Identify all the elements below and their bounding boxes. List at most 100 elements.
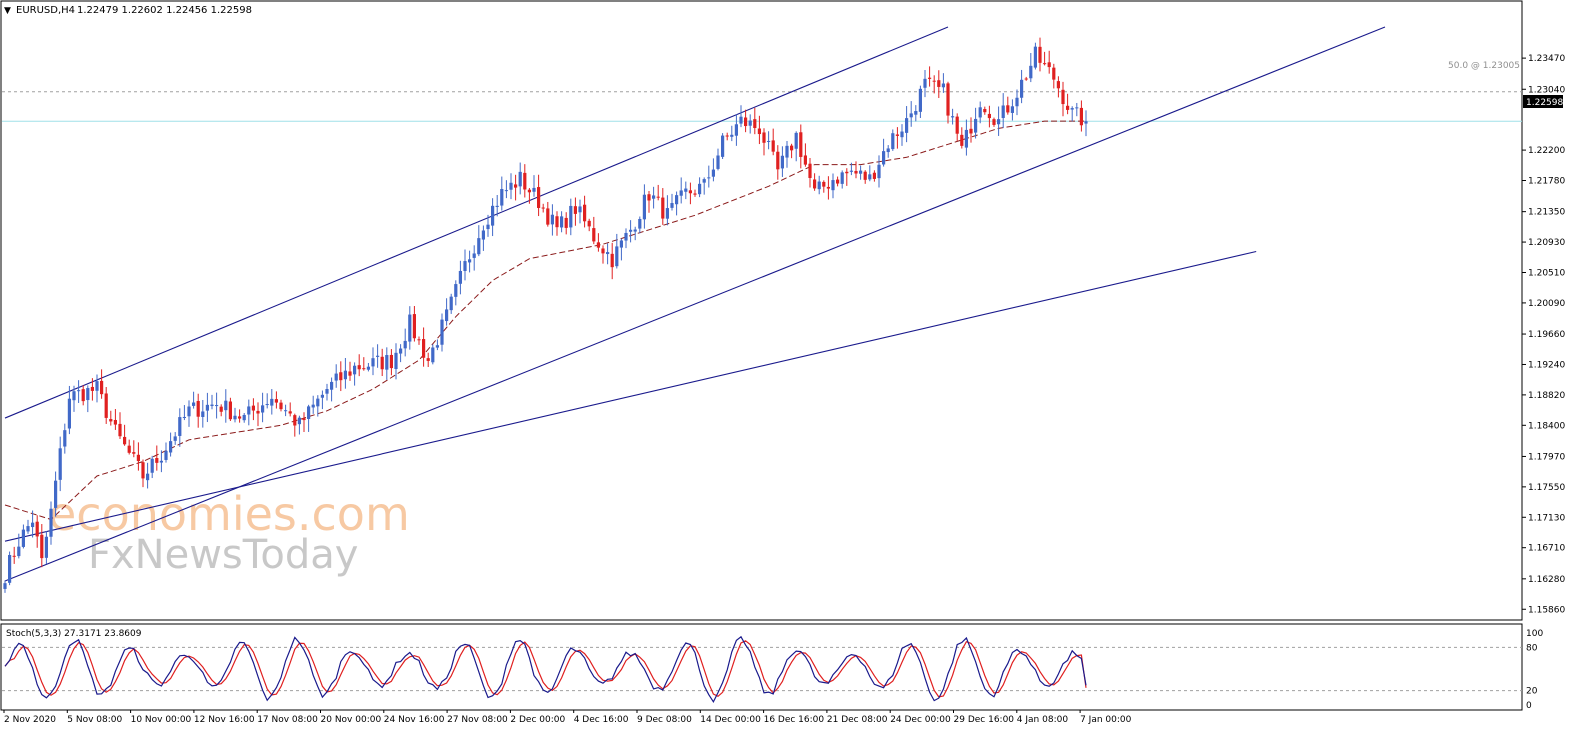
candle: [40, 524, 44, 568]
collapse-arrow-icon[interactable]: ▼: [4, 6, 11, 16]
candle: [63, 423, 67, 454]
candle: [17, 533, 21, 559]
candle: [859, 165, 863, 180]
candle: [279, 399, 283, 412]
candle-body: [550, 214, 554, 225]
candle-body: [1084, 121, 1088, 124]
candle-body: [100, 380, 104, 395]
candle-body: [150, 458, 154, 473]
candle: [914, 105, 918, 122]
candle: [937, 70, 941, 99]
candle-body: [486, 224, 490, 230]
trendline-1[interactable]: [4, 26, 949, 419]
candle-body: [652, 195, 656, 199]
price-tick-label: 1.20930: [1528, 238, 1565, 248]
candle: [813, 173, 817, 191]
candle-body: [886, 148, 890, 153]
price-tick-label: 1.23040: [1528, 85, 1565, 95]
candle-body: [992, 119, 996, 125]
candle-body: [698, 183, 702, 195]
candle: [895, 127, 899, 149]
candle: [141, 459, 145, 488]
candle: [794, 131, 798, 162]
watermark-top: economies.com: [48, 487, 410, 541]
candle-body: [187, 406, 191, 417]
time-axis: 2 Nov 2020 5 Nov 08:00 10 Nov 00:00 12 Nov …: [3, 710, 1132, 725]
candle: [422, 327, 426, 367]
candle-body: [348, 371, 352, 376]
candle: [123, 424, 127, 446]
candle-body: [859, 170, 863, 174]
candle: [403, 328, 407, 357]
candle-body: [780, 155, 784, 169]
candle-body: [228, 401, 232, 420]
candle-body: [164, 450, 168, 460]
stochastic-panel: [0, 623, 1523, 711]
candle: [711, 158, 715, 182]
candle-body: [974, 118, 978, 133]
candle-body: [882, 151, 886, 165]
trendline-3[interactable]: [4, 250, 1257, 542]
candle-body: [81, 389, 85, 402]
candle-body: [155, 458, 159, 463]
candle: [100, 369, 104, 399]
candle: [909, 101, 913, 127]
candle: [288, 402, 292, 417]
candle: [334, 364, 338, 388]
candle-body: [403, 340, 407, 349]
candle-body: [90, 386, 94, 391]
trendline-2[interactable]: [4, 26, 1386, 582]
candle: [606, 243, 610, 265]
price-tick-label: 1.17970: [1528, 452, 1565, 462]
candle: [946, 81, 950, 124]
candle-body: [40, 534, 44, 559]
candle: [831, 173, 835, 199]
candle-body: [799, 132, 803, 157]
candle: [550, 204, 554, 236]
candle: [491, 198, 495, 237]
candle: [1052, 63, 1056, 89]
candle-body: [440, 319, 444, 345]
candle: [297, 415, 301, 435]
candle: [923, 69, 927, 98]
candle-body: [863, 171, 867, 180]
candle-body: [44, 536, 48, 558]
candle-body: [330, 381, 334, 390]
candle: [992, 117, 996, 127]
candle: [1020, 69, 1024, 104]
candle-body: [21, 529, 25, 547]
candle: [518, 162, 522, 195]
candle-body: [504, 190, 508, 192]
candle-body: [95, 381, 99, 391]
candle: [656, 184, 660, 201]
candle-body: [376, 355, 380, 357]
candle-body: [307, 406, 311, 419]
candle-body: [353, 365, 357, 375]
candle: [624, 228, 628, 249]
candle-body: [849, 170, 853, 172]
candle: [1010, 99, 1014, 121]
candle-body: [978, 107, 982, 118]
candle: [675, 191, 679, 216]
candle: [532, 175, 536, 197]
price-tick-label: 1.17130: [1528, 513, 1565, 523]
candle-body: [918, 88, 922, 112]
candle-body: [123, 436, 127, 445]
candle: [118, 412, 122, 440]
candle: [638, 216, 642, 234]
candle: [509, 173, 513, 200]
candle: [665, 195, 669, 226]
candle-body: [803, 155, 807, 165]
candle-body: [541, 207, 545, 209]
candle: [192, 391, 196, 409]
candle: [330, 377, 334, 402]
candle: [822, 180, 826, 193]
candle-body: [748, 120, 752, 126]
candle: [458, 260, 462, 295]
candle-body: [316, 398, 320, 407]
candle-body: [808, 163, 812, 178]
candle: [90, 378, 94, 401]
candle-body: [104, 393, 108, 418]
candle-body: [77, 390, 81, 392]
candle: [836, 176, 840, 187]
